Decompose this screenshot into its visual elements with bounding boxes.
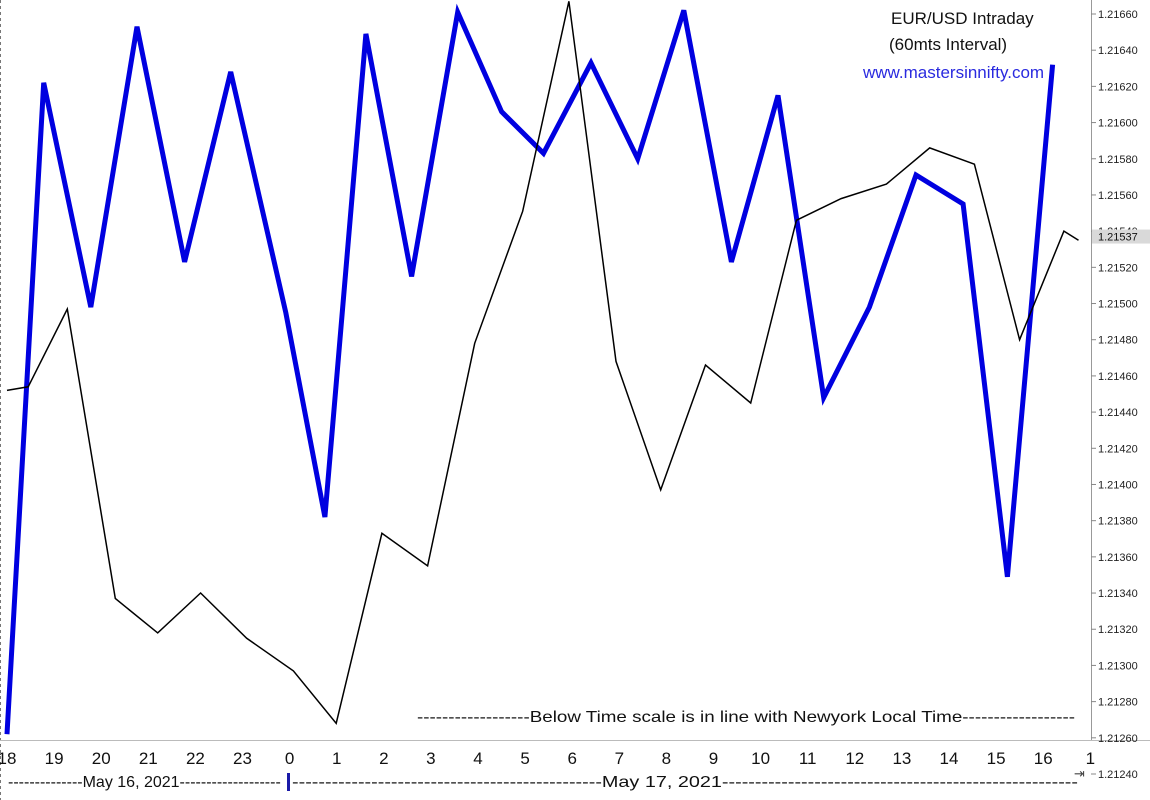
x-tick-label: 19 (45, 749, 64, 768)
y-tick-label: 1.21460 (1098, 371, 1138, 383)
x-tick-label: 23 (233, 749, 252, 768)
y-tick-label: 1.21260 (1098, 733, 1138, 745)
x-tick-label: 0 (285, 749, 294, 768)
x-tick-label: 20 (92, 749, 111, 768)
x-tick-label: 21 (139, 749, 158, 768)
website-label: www.mastersinnifty.com (862, 63, 1044, 82)
series-line-black (6, 1, 1079, 725)
y-tick-label: 1.21240 (1098, 769, 1138, 781)
last-value-box (1092, 229, 1150, 244)
x-tick-label: 15 (987, 749, 1006, 768)
x-tick-label: 16 (1034, 749, 1053, 768)
y-tick-label: 1.21600 (1098, 118, 1138, 130)
y-tick-label: 1.21400 (1098, 479, 1138, 491)
y-tick-label: 1.21660 (1098, 9, 1138, 21)
date-label-may-16: --------------May 16, 2021--------------… (8, 774, 281, 791)
x-tick-label: 12 (845, 749, 864, 768)
x-tick-label: 14 (940, 749, 959, 768)
date-label-may-17: ----------------------------------------… (292, 774, 1078, 791)
x-tick-label: 18 (0, 749, 16, 768)
y-tick-label: 1.21560 (1098, 190, 1138, 202)
y-tick-label: 1.21380 (1098, 516, 1138, 528)
y-tick-label: 1.21640 (1098, 45, 1138, 57)
time-scale-note: ------------------Below Time scale is in… (417, 709, 1075, 726)
day-separator-marker (287, 773, 290, 791)
x-tick-label: 1 (1086, 749, 1095, 768)
y-tick-label: 1.21620 (1098, 81, 1138, 93)
x-tick-label: 1 (332, 749, 341, 768)
y-tick-label: 1.21580 (1098, 154, 1138, 166)
y-tick-label: 1.21520 (1098, 262, 1138, 274)
x-tick-label: 6 (567, 749, 576, 768)
chart-title: EUR/USD Intraday (891, 9, 1034, 28)
y-tick-label: 1.21360 (1098, 552, 1138, 564)
y-tick-label: 1.21480 (1098, 335, 1138, 347)
x-tick-label: 5 (520, 749, 529, 768)
x-tick-label: 11 (799, 749, 817, 768)
x-tick-label: 9 (709, 749, 718, 768)
x-axis: 18 19 20 21 22 23 0 1 2 3 4 5 6 7 8 9 10 11 12 13 14 15 16 1 (0, 749, 1095, 768)
series-line-blue (4, 3, 1056, 735)
x-tick-label: 8 (662, 749, 671, 768)
series-layer (4, 1, 1079, 735)
y-tick-label: 1.21320 (1098, 624, 1138, 636)
x-tick-label: 10 (751, 749, 770, 768)
y-tick-label: 1.21280 (1098, 697, 1138, 709)
x-tick-label: 2 (379, 749, 388, 768)
y-axis: 1.21660 1.21640 1.21620 1.21600 1.21580 1.215… (1091, 9, 1138, 781)
x-tick-label: 22 (186, 749, 205, 768)
y-tick-label: 1.21440 (1098, 407, 1138, 419)
x-tick-label: 4 (473, 749, 482, 768)
y-tick-label: 1.21340 (1098, 588, 1138, 600)
x-tick-label: 13 (892, 749, 911, 768)
scroll-end-icon[interactable]: ⇥ (1074, 767, 1085, 782)
last-value-label: 1.21537 (1098, 232, 1138, 244)
y-tick-label: 1.21300 (1098, 660, 1138, 672)
y-tick-label: 1.21420 (1098, 443, 1138, 455)
last-value-marker: 1.21537 (1092, 229, 1150, 244)
chart-subtitle: (60mts Interval) (889, 35, 1007, 54)
y-tick-label: 1.21500 (1098, 299, 1138, 311)
x-tick-label: 3 (426, 749, 435, 768)
x-tick-label: 7 (615, 749, 624, 768)
